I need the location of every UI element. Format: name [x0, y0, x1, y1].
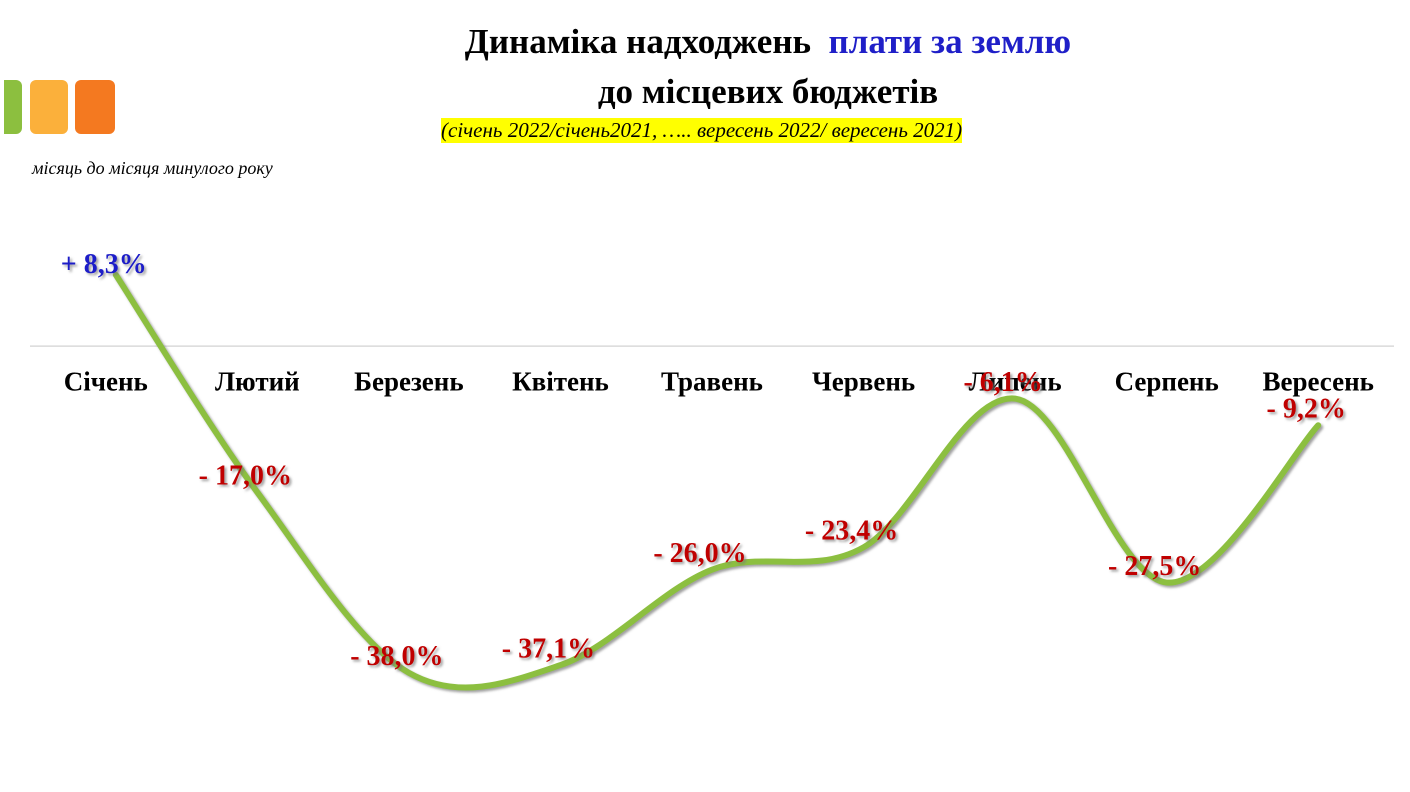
x-tick-label: Травень	[661, 366, 763, 396]
x-tick-label: Лютий	[215, 366, 300, 396]
value-label: - 27,5%	[1108, 551, 1201, 582]
x-tick-label: Вересень	[1262, 366, 1373, 396]
deco-square	[4, 80, 22, 134]
value-label: - 26,0%	[653, 538, 746, 569]
value-label: - 6,1%	[963, 367, 1042, 398]
title-line-2: до місцевих бюджетів	[597, 72, 939, 111]
subtitle: (січень 2022/січень2021, ….. вересень 20…	[441, 118, 963, 143]
title-highlight: плати за землю	[828, 22, 1072, 61]
value-label: + 8,3%	[61, 249, 147, 280]
deco-square	[30, 80, 68, 134]
title-line: Динаміка надходжень плати за землю	[0, 22, 1410, 62]
value-label: - 17,0%	[199, 461, 292, 492]
note: місяць до місяця минулого року	[32, 158, 273, 178]
x-tick-label: Січень	[64, 366, 148, 396]
value-label: - 38,0%	[350, 641, 443, 672]
deco-square	[75, 80, 115, 134]
value-label: - 23,4%	[805, 516, 898, 547]
x-tick-label: Серпень	[1115, 366, 1219, 396]
value-label: - 37,1%	[502, 634, 595, 665]
value-label: - 9,2%	[1267, 394, 1346, 425]
title: Динаміка надходжень	[464, 22, 812, 61]
x-tick-label: Березень	[354, 366, 464, 396]
x-tick-label: Червень	[812, 366, 915, 396]
x-tick-label: Квітень	[512, 366, 609, 396]
x-tick-label: Липень	[969, 366, 1062, 396]
data-line	[112, 271, 1322, 691]
